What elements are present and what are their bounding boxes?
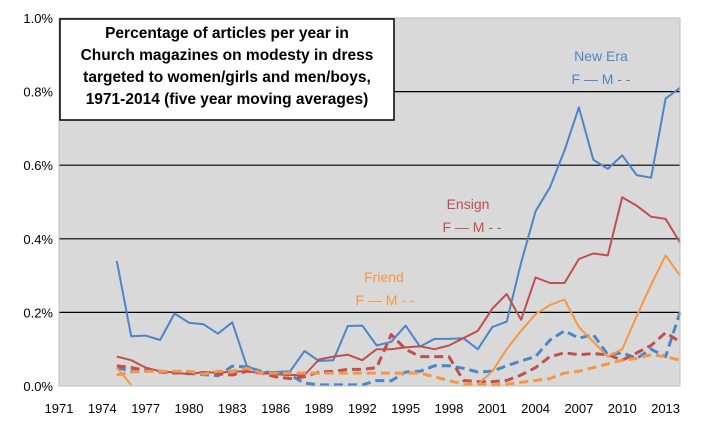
chart-title-line: Church magazines on modesty in dress xyxy=(81,47,374,64)
x-tick-label: 1980 xyxy=(175,401,204,416)
series-legend-new-era: F — M - - xyxy=(571,71,630,87)
y-axis-tick-labels: 0.0% 0.2% 0.4% 0.6% 0.8% 1.0% xyxy=(23,11,53,394)
y-tick-label: 0.4% xyxy=(23,232,53,247)
series-line-ensign-dashed xyxy=(116,331,681,384)
x-tick-label: 1986 xyxy=(261,401,290,416)
series-line-friend-solid xyxy=(116,254,681,386)
chart-title-line: targeted to women/girls and men/boys, xyxy=(83,69,371,86)
x-tick-label: 1992 xyxy=(348,401,377,416)
label-ensign: Ensign F — M - - xyxy=(442,196,501,235)
x-tick-label: 1998 xyxy=(434,401,463,416)
x-tick-label: 2001 xyxy=(478,401,507,416)
x-tick-label: 2004 xyxy=(521,401,550,416)
y-tick-label: 1.0% xyxy=(23,11,53,26)
series-line-ensign-solid xyxy=(116,196,681,376)
x-tick-label: 2013 xyxy=(651,401,680,416)
series-lines xyxy=(115,87,682,387)
series-label-new-era: New Era xyxy=(574,48,628,64)
x-tick-label: 1974 xyxy=(88,401,117,416)
x-tick-label: 1983 xyxy=(218,401,247,416)
y-tick-label: 0.0% xyxy=(23,379,53,394)
plot-border xyxy=(58,17,681,387)
x-tick-label: 1995 xyxy=(391,401,420,416)
x-axis-tick-labels: 1971 1974 1977 1980 1983 1986 1989 1992 1995 1998… xyxy=(45,401,680,416)
series-line-new-era-solid xyxy=(115,87,681,374)
chart-title-line: 1971-2014 (five year moving averages) xyxy=(86,91,369,108)
chart-title-line: Percentage of articles per year in xyxy=(105,25,349,42)
y-tick-label: 0.8% xyxy=(23,85,53,100)
chart-title-box: Percentage of articles per year in Churc… xyxy=(59,18,395,121)
x-tick-label: 1977 xyxy=(131,401,160,416)
x-tick-label: 2007 xyxy=(564,401,593,416)
series-line-friend-dashed xyxy=(116,353,681,387)
label-friend: Friend F — M - - xyxy=(355,269,414,308)
series-label-ensign: Ensign xyxy=(447,196,490,212)
x-tick-label: 1989 xyxy=(304,401,333,416)
series-legend-ensign: F — M - - xyxy=(442,219,501,235)
x-tick-label: 1971 xyxy=(45,401,74,416)
series-line-new-era-dashed xyxy=(116,311,682,387)
x-tick-label: 2010 xyxy=(608,401,637,416)
y-tick-label: 0.6% xyxy=(23,158,53,173)
series-label-friend: Friend xyxy=(364,269,404,285)
y-tick-label: 0.2% xyxy=(23,305,53,320)
label-new-era: New Era F — M - - xyxy=(571,48,630,87)
series-legend-friend: F — M - - xyxy=(355,292,414,308)
